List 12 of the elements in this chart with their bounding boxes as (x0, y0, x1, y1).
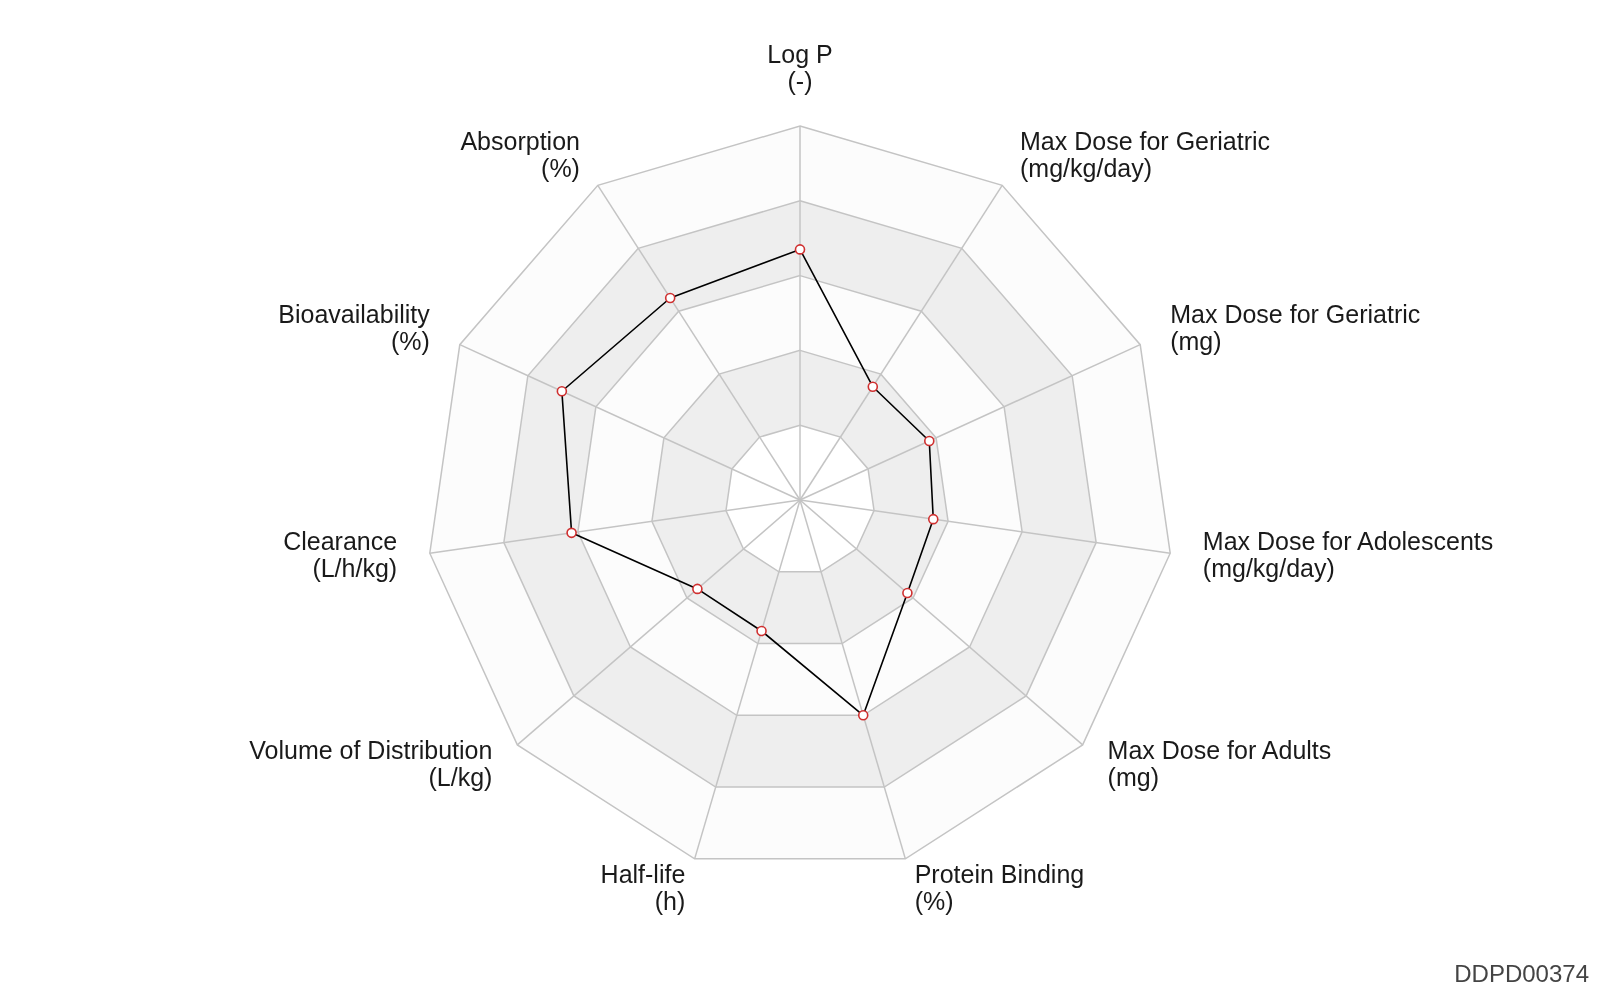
spoke-label: Protein Binding (%) (914, 860, 1085, 916)
spoke-label: Clearance (L/h/kg) (283, 527, 398, 583)
spoke-label: Half-life (h) (600, 860, 686, 916)
spoke-label: Max Dose for Geriatric (mg) (1170, 300, 1421, 356)
spoke-label: Max Dose for Adults (mg) (1107, 736, 1332, 792)
text: DDPD00374 (1454, 960, 1589, 988)
spoke-label: Absorption (%) (460, 127, 580, 183)
spoke-label: Bioavailability (%) (278, 300, 431, 356)
spoke-label: Volume of Distribution (L/kg) (249, 736, 493, 792)
spoke-label: Max Dose for Adolescents (mg/kg/day) (1202, 527, 1494, 583)
spoke-label: Max Dose for Geriatric (mg/kg/day) (1020, 127, 1271, 183)
spoke-label: Log P (-) (767, 40, 833, 95)
